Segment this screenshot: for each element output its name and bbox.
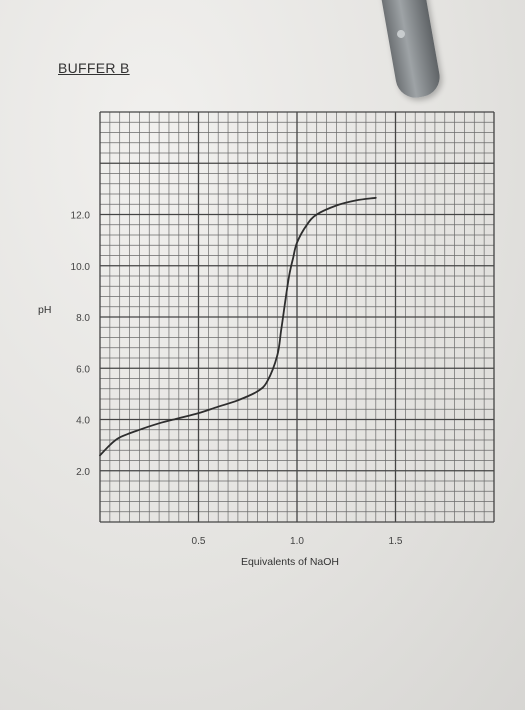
y-tick-label: 8.0 — [76, 313, 90, 324]
y-tick-label: 12.0 — [71, 211, 91, 222]
y-tick-labels: 2.0 4.0 6.0 8.0 10.0 12.0 — [71, 211, 91, 478]
y-tick-label: 2.0 — [76, 467, 90, 478]
grid-major — [99, 111, 495, 523]
x-tick-label: 1.5 — [389, 536, 403, 547]
y-tick-label: 4.0 — [76, 416, 90, 427]
x-tick-label: 1.0 — [290, 536, 304, 547]
y-tick-label: 10.0 — [71, 262, 91, 273]
titration-curve — [99, 196, 377, 457]
y-axis-label: pH — [38, 304, 51, 316]
x-axis-label: Equivalents of NaOH — [241, 556, 339, 568]
chart-title: BUFFER B — [58, 60, 130, 76]
y-tick-label: 6.0 — [76, 364, 90, 375]
x-tick-label: 0.5 — [192, 536, 206, 547]
x-tick-labels: 0.5 1.0 1.5 — [192, 536, 403, 547]
